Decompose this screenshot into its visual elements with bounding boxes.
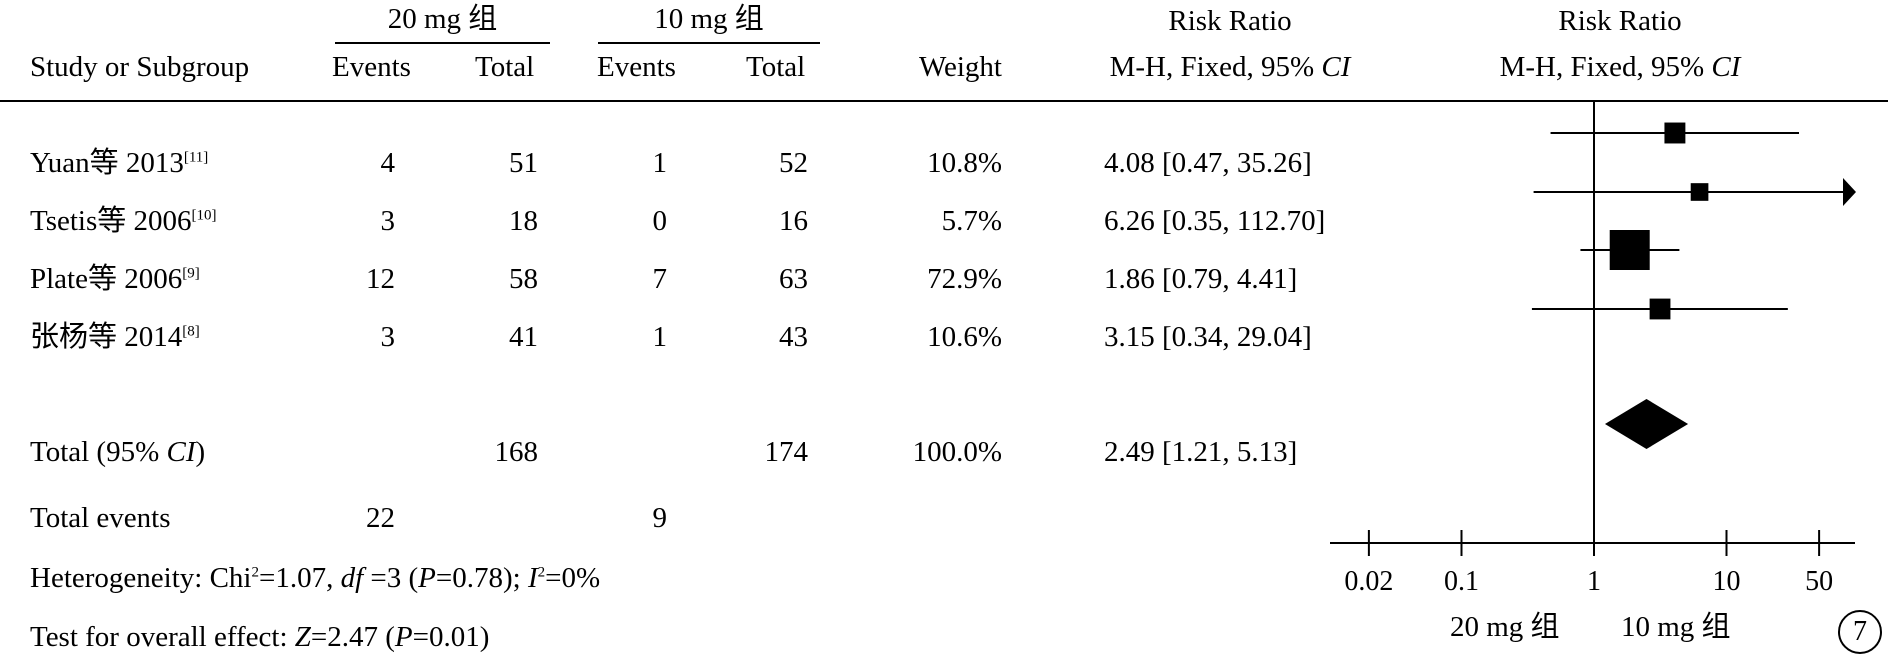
rr-ci-text: 3.15 [0.34, 29.04]	[1104, 321, 1312, 353]
study-name: Yuan等 2013[11]	[30, 147, 209, 179]
total-1: 41	[509, 321, 538, 353]
x-tick-label: 0.1	[1444, 566, 1479, 597]
events-1: 3	[380, 205, 396, 237]
header-rule	[0, 100, 1888, 102]
col-events-2: Events	[597, 51, 676, 83]
weight: 72.9%	[927, 263, 1002, 295]
group2-header: 10 mg 组	[654, 3, 764, 35]
panel-label-circle: 7	[1838, 610, 1882, 654]
total-rr-ci-text: 2.49 [1.21, 5.13]	[1104, 436, 1298, 468]
total-1: 58	[509, 263, 538, 295]
total-1: 168	[494, 436, 539, 468]
x-tick-label: 10	[1713, 566, 1741, 597]
study-point	[1690, 183, 1709, 201]
total-label: Total (95% CI)	[30, 436, 206, 468]
rr-method-plot: M-H, Fixed, 95% CI	[1499, 51, 1741, 83]
pooled-diamond	[1604, 399, 1689, 449]
rr-title-text: Risk Ratio	[1168, 5, 1292, 37]
axis-label-left: 20 mg 组	[1450, 611, 1560, 643]
events-1: 4	[380, 147, 396, 179]
rr-ci-text: 6.26 [0.35, 112.70]	[1104, 205, 1326, 237]
overall-effect-text: Test for overall effect: Z=2.47 (P=0.01)	[30, 621, 490, 653]
total-2: 43	[779, 321, 808, 353]
total-1: 51	[509, 147, 538, 179]
col-total-2: Total	[746, 51, 806, 83]
total-2: 52	[779, 147, 808, 179]
x-tick-label: 1	[1587, 566, 1601, 597]
heterogeneity-text: Heterogeneity: Chi2=1.07, df =3 (P=0.78)…	[30, 562, 601, 594]
study-point	[1649, 298, 1671, 320]
total-1: 18	[509, 205, 538, 237]
rr-ci-text: 4.08 [0.47, 35.26]	[1104, 147, 1312, 179]
panel-label: 7	[1853, 616, 1867, 647]
col-total-1: Total	[475, 51, 535, 83]
col-events-1: Events	[332, 51, 411, 83]
study-point	[1609, 230, 1650, 270]
group2-underline	[598, 42, 820, 44]
total-2: 16	[779, 205, 808, 237]
group1-header: 20 mg 组	[387, 3, 498, 35]
total-events-label: Total events	[30, 502, 171, 534]
x-tick-label: 0.02	[1344, 566, 1393, 597]
ci-arrow	[1843, 178, 1856, 206]
group1-underline	[335, 42, 550, 44]
events-1: 3	[380, 321, 396, 353]
weight: 10.6%	[927, 321, 1002, 353]
rr-title-plot: Risk Ratio	[1558, 5, 1682, 37]
study-name: Plate等 2006[9]	[30, 263, 200, 295]
events-2: 1	[652, 147, 668, 179]
total-2: 174	[764, 436, 809, 468]
rr-ci-text: 1.86 [0.79, 4.41]	[1104, 263, 1298, 295]
events-2: 1	[652, 321, 668, 353]
study-point	[1664, 122, 1686, 144]
axis-label-right: 10 mg 组	[1621, 611, 1731, 643]
total-events-1: 22	[366, 502, 395, 534]
weight: 5.7%	[941, 205, 1002, 237]
events-2: 7	[652, 263, 668, 295]
col-study: Study or Subgroup	[30, 51, 250, 83]
events-2: 0	[652, 205, 668, 237]
col-weight: Weight	[918, 51, 1002, 83]
rr-method-text: M-H, Fixed, 95% CI	[1109, 51, 1351, 83]
total-2: 63	[779, 263, 808, 295]
total-events-2: 9	[652, 502, 668, 534]
study-name: 张杨等 2014[8]	[30, 321, 200, 353]
total-weight: 100.0%	[912, 436, 1002, 468]
events-1: 12	[366, 263, 395, 295]
weight: 10.8%	[927, 147, 1002, 179]
study-name: Tsetis等 2006[10]	[30, 205, 217, 237]
x-tick-label: 50	[1805, 566, 1833, 597]
